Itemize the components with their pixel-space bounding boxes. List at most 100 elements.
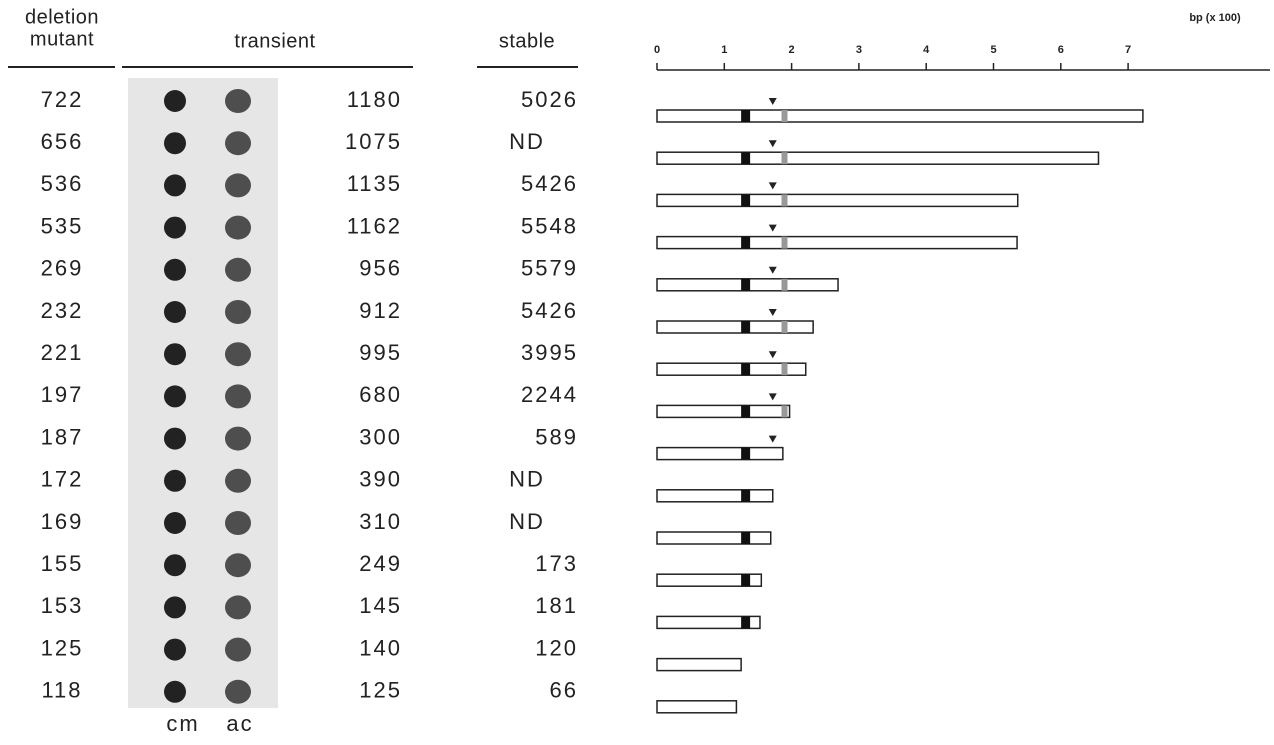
arrowhead — [769, 393, 777, 400]
cm-spot — [164, 512, 186, 534]
mutant: 125 — [41, 635, 84, 660]
tick-label: 1 — [721, 44, 727, 56]
cm-spot — [164, 301, 186, 323]
ac-spot — [225, 638, 251, 662]
element-box — [741, 363, 750, 375]
tick-label: 3 — [856, 44, 862, 56]
element-box — [741, 321, 750, 333]
transient: 310 — [359, 509, 402, 534]
lane-label: ac — [226, 711, 253, 736]
element-box — [741, 194, 750, 206]
cm-spot — [164, 174, 186, 196]
stable: ND — [509, 467, 545, 492]
header: deletion — [25, 6, 99, 28]
construct-bar — [657, 405, 790, 417]
construct-bar — [657, 194, 1018, 206]
transient: 995 — [359, 340, 402, 365]
mutant: 722 — [41, 87, 84, 112]
scale-title: bp (x 100) — [1189, 12, 1241, 24]
ac-spot — [225, 300, 251, 324]
ac-spot — [225, 173, 251, 197]
header: stable — [499, 30, 555, 52]
element-box — [741, 152, 750, 164]
mutant: 118 — [41, 678, 82, 703]
construct-bar — [657, 659, 741, 671]
tick-label: 4 — [923, 44, 930, 56]
tick-label: 0 — [654, 44, 660, 56]
tick-label: 7 — [1125, 44, 1131, 56]
element-box — [741, 237, 750, 249]
mutant: 153 — [41, 593, 84, 618]
cm-spot — [164, 596, 186, 618]
construct-bar — [657, 110, 1143, 122]
ac-spot — [225, 595, 251, 619]
mutant: 536 — [41, 171, 84, 196]
mutant: 169 — [41, 509, 84, 534]
stable: 173 — [535, 551, 578, 576]
element-box — [741, 279, 750, 291]
hatched — [782, 405, 788, 417]
construct-bar — [657, 490, 773, 502]
element-box — [741, 405, 750, 417]
hatched — [782, 363, 788, 375]
ac-spot — [225, 258, 251, 282]
tick-label: 2 — [789, 44, 795, 56]
transient: 680 — [359, 382, 402, 407]
transient: 912 — [359, 298, 402, 323]
ac-spot — [225, 131, 251, 155]
transient: 1135 — [347, 171, 402, 196]
stable: 66 — [550, 678, 578, 703]
cm-spot — [164, 132, 186, 154]
arrowhead — [769, 98, 777, 105]
arrowhead — [769, 267, 777, 274]
mutant: 155 — [41, 551, 84, 576]
arrowhead — [769, 351, 777, 358]
hatched — [782, 110, 788, 122]
ac-spot — [225, 553, 251, 577]
transient: 1162 — [347, 213, 402, 238]
stable: 589 — [535, 424, 578, 449]
transient: 125 — [359, 678, 402, 703]
arrowhead — [769, 436, 777, 443]
stable: ND — [509, 509, 545, 534]
cm-spot — [164, 259, 186, 281]
stable: 5548 — [521, 213, 578, 238]
transient: 145 — [359, 593, 402, 618]
construct-bar — [657, 701, 736, 713]
transient: 390 — [359, 467, 402, 492]
tick-label: 5 — [990, 44, 996, 56]
tick-label: 6 — [1058, 44, 1064, 56]
cm-spot — [164, 428, 186, 450]
ac-spot — [225, 511, 251, 535]
cm-spot — [164, 90, 186, 112]
cm-spot — [164, 343, 186, 365]
ac-spot — [225, 384, 251, 408]
mutant: 656 — [41, 129, 84, 154]
element-box — [741, 448, 750, 460]
stable: 120 — [535, 635, 578, 660]
hatched — [782, 237, 788, 249]
ac-spot — [225, 216, 251, 240]
mutant: 232 — [41, 298, 84, 323]
hatched — [782, 279, 788, 291]
mutant: 187 — [41, 424, 84, 449]
ac-spot — [225, 680, 251, 704]
lane-label: cm — [166, 711, 199, 736]
element-box — [741, 490, 750, 502]
transient: 300 — [359, 424, 402, 449]
transient: 1075 — [345, 129, 402, 154]
figure: deletion mutant transient stable cm ac b… — [0, 0, 1274, 740]
mutant: 221 — [41, 340, 84, 365]
stable: 5026 — [521, 87, 578, 112]
header: mutant — [30, 28, 94, 50]
construct-bar — [657, 321, 813, 333]
blot — [128, 78, 278, 708]
cm-spot — [164, 639, 186, 661]
cm-spot — [164, 385, 186, 407]
ac-spot — [225, 89, 251, 113]
stable: 3995 — [521, 340, 578, 365]
stable: ND — [509, 129, 545, 154]
element-box — [741, 532, 750, 544]
transient: 1180 — [347, 87, 402, 112]
hatched — [782, 194, 788, 206]
